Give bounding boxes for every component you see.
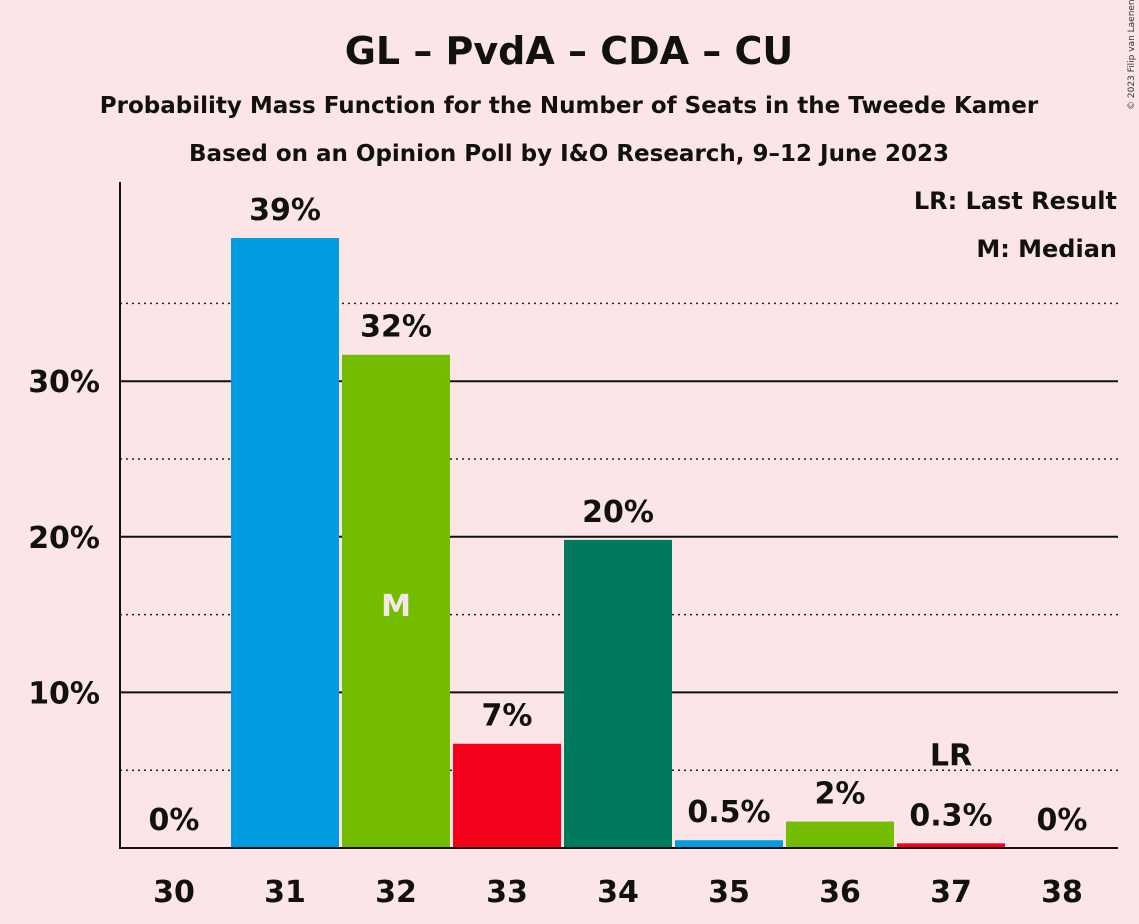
chart-subtitle: Probability Mass Function for the Number… — [100, 93, 1039, 119]
x-tick-label-33: 33 — [486, 875, 528, 910]
chart-source-note: Based on an Opinion Poll by I&O Research… — [189, 141, 949, 167]
bar-seats-34 — [564, 539, 672, 848]
copyright-note: © 2023 Filip van Laenen — [1127, 0, 1137, 110]
chart-title: GL – PvdA – CDA – CU — [345, 29, 794, 73]
bars — [231, 238, 1005, 849]
x-tick-label-32: 32 — [375, 875, 417, 910]
bar-seats-35 — [675, 840, 783, 848]
x-tick-label-37: 37 — [930, 875, 972, 910]
bar-seats-33 — [453, 743, 561, 848]
data-label-34: 20% — [582, 495, 654, 530]
x-tick-label-36: 36 — [819, 875, 861, 910]
data-label-37: 0.3% — [909, 798, 992, 833]
data-label-33: 7% — [482, 699, 533, 734]
data-label-35: 0.5% — [687, 795, 770, 830]
data-labels: 0% 39% 32% 7% 20% 0.5% 2% 0.3% 0% M LR — [149, 193, 1088, 838]
data-label-30: 0% — [149, 803, 200, 838]
bar-seats-32 — [342, 354, 450, 848]
bar-seats-37 — [897, 843, 1005, 848]
last-result-marker: LR — [930, 738, 972, 773]
x-tick-label-30: 30 — [153, 875, 195, 910]
legend-last-result: LR: Last Result — [914, 187, 1117, 215]
bar-seats-36 — [786, 821, 894, 848]
x-tick-label-35: 35 — [708, 875, 750, 910]
data-label-31: 39% — [249, 193, 321, 228]
y-tick-label: 30% — [28, 365, 100, 400]
x-tick-label-38: 38 — [1041, 875, 1083, 910]
x-tick-label-31: 31 — [264, 875, 306, 910]
data-label-32: 32% — [360, 310, 432, 345]
legend-median: M: Median — [976, 235, 1117, 263]
data-label-36: 2% — [815, 777, 866, 812]
y-tick-label: 10% — [28, 676, 100, 711]
y-tick-label: 20% — [28, 521, 100, 556]
x-tick-label-34: 34 — [597, 875, 639, 910]
bar-seats-31 — [231, 238, 339, 849]
data-label-38: 0% — [1037, 803, 1088, 838]
axes: 10% 20% 30% 30 31 32 33 34 35 36 37 38 — [28, 182, 1118, 910]
median-marker: M — [381, 589, 411, 624]
